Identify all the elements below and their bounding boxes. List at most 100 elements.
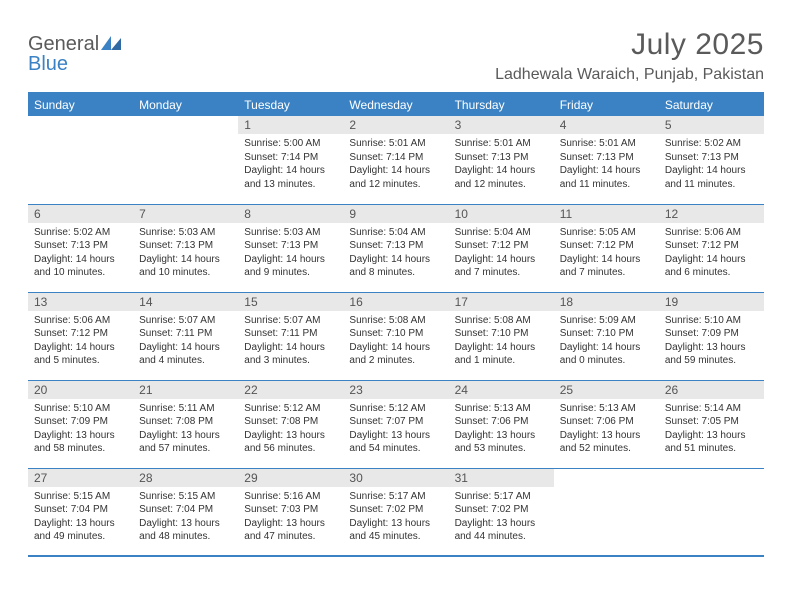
sunrise-value: 5:16 AM xyxy=(284,491,321,502)
calendar-day-cell: 8Sunrise: 5:03 AMSunset: 7:13 PMDaylight… xyxy=(238,204,343,292)
header: General Blue July 2025 Ladhewala Waraich… xyxy=(28,28,764,84)
sunset-label: Sunset: xyxy=(665,416,702,427)
day-number: 4 xyxy=(554,116,659,134)
sunrise-line: Sunrise: 5:16 AM xyxy=(244,490,337,504)
sunrise-value: 5:10 AM xyxy=(704,315,741,326)
daylight-line: Daylight: 14 hours and 11 minutes. xyxy=(560,164,653,191)
sunrise-line: Sunrise: 5:08 AM xyxy=(349,314,442,328)
daylight-label: Daylight: xyxy=(455,165,497,176)
calendar-day-cell: 23Sunrise: 5:12 AMSunset: 7:07 PMDayligh… xyxy=(343,380,448,468)
sunset-value: 7:03 PM xyxy=(281,504,318,515)
calendar-day-cell: 24Sunrise: 5:13 AMSunset: 7:06 PMDayligh… xyxy=(449,380,554,468)
day-number: 2 xyxy=(343,116,448,134)
day-details: Sunrise: 5:07 AMSunset: 7:11 PMDaylight:… xyxy=(133,311,238,372)
sunset-label: Sunset: xyxy=(455,240,492,251)
calendar-day-cell: 6Sunrise: 5:02 AMSunset: 7:13 PMDaylight… xyxy=(28,204,133,292)
month-title: July 2025 xyxy=(495,28,764,62)
sunset-line: Sunset: 7:08 PM xyxy=(244,415,337,429)
sunset-line: Sunset: 7:04 PM xyxy=(34,503,127,517)
sunrise-line: Sunrise: 5:04 AM xyxy=(349,226,442,240)
daylight-line: Daylight: 14 hours and 9 minutes. xyxy=(244,253,337,280)
day-details: Sunrise: 5:17 AMSunset: 7:02 PMDaylight:… xyxy=(449,487,554,548)
day-number: 29 xyxy=(238,469,343,487)
sunset-line: Sunset: 7:13 PM xyxy=(34,239,127,253)
day-number: 18 xyxy=(554,293,659,311)
sunset-value: 7:13 PM xyxy=(702,152,739,163)
sunrise-line: Sunrise: 5:13 AM xyxy=(455,402,548,416)
daylight-label: Daylight: xyxy=(665,430,707,441)
day-number: 23 xyxy=(343,381,448,399)
daylight-line: Daylight: 14 hours and 6 minutes. xyxy=(665,253,758,280)
sunset-line: Sunset: 7:12 PM xyxy=(455,239,548,253)
day-details: Sunrise: 5:02 AMSunset: 7:13 PMDaylight:… xyxy=(659,134,764,195)
sunrise-line: Sunrise: 5:02 AM xyxy=(665,137,758,151)
day-number: 6 xyxy=(28,205,133,223)
daylight-label: Daylight: xyxy=(349,518,391,529)
daylight-line: Daylight: 14 hours and 12 minutes. xyxy=(349,164,442,191)
sunrise-line: Sunrise: 5:06 AM xyxy=(665,226,758,240)
sunset-line: Sunset: 7:13 PM xyxy=(244,239,337,253)
daylight-label: Daylight: xyxy=(665,254,707,265)
sunset-line: Sunset: 7:09 PM xyxy=(34,415,127,429)
sunrise-label: Sunrise: xyxy=(244,491,283,502)
daylight-label: Daylight: xyxy=(455,518,497,529)
daylight-label: Daylight: xyxy=(560,342,602,353)
day-details: Sunrise: 5:08 AMSunset: 7:10 PMDaylight:… xyxy=(343,311,448,372)
sunset-value: 7:13 PM xyxy=(281,240,318,251)
calendar-day-cell: 4Sunrise: 5:01 AMSunset: 7:13 PMDaylight… xyxy=(554,116,659,204)
calendar-day-cell: 7Sunrise: 5:03 AMSunset: 7:13 PMDaylight… xyxy=(133,204,238,292)
daylight-label: Daylight: xyxy=(244,254,286,265)
sunset-label: Sunset: xyxy=(139,240,176,251)
sunrise-label: Sunrise: xyxy=(34,491,73,502)
daylight-line: Daylight: 13 hours and 59 minutes. xyxy=(665,341,758,368)
day-details: Sunrise: 5:12 AMSunset: 7:07 PMDaylight:… xyxy=(343,399,448,460)
sunrise-value: 5:03 AM xyxy=(179,227,216,238)
sunset-label: Sunset: xyxy=(349,328,386,339)
title-block: July 2025 Ladhewala Waraich, Punjab, Pak… xyxy=(495,28,764,84)
sunset-value: 7:10 PM xyxy=(596,328,633,339)
sunset-line: Sunset: 7:11 PM xyxy=(244,327,337,341)
sunrise-label: Sunrise: xyxy=(560,138,599,149)
daylight-line: Daylight: 13 hours and 52 minutes. xyxy=(560,429,653,456)
calendar-day-cell: 11Sunrise: 5:05 AMSunset: 7:12 PMDayligh… xyxy=(554,204,659,292)
sunset-line: Sunset: 7:14 PM xyxy=(244,151,337,165)
sunrise-line: Sunrise: 5:00 AM xyxy=(244,137,337,151)
day-details: Sunrise: 5:15 AMSunset: 7:04 PMDaylight:… xyxy=(28,487,133,548)
brand-word2: Blue xyxy=(28,53,68,75)
sunset-label: Sunset: xyxy=(34,504,71,515)
day-number: 11 xyxy=(554,205,659,223)
calendar-day-cell xyxy=(133,116,238,204)
sunset-value: 7:08 PM xyxy=(281,416,318,427)
daylight-line: Daylight: 13 hours and 45 minutes. xyxy=(349,517,442,544)
sunrise-label: Sunrise: xyxy=(139,403,178,414)
sunset-line: Sunset: 7:06 PM xyxy=(560,415,653,429)
calendar-day-cell: 3Sunrise: 5:01 AMSunset: 7:13 PMDaylight… xyxy=(449,116,554,204)
day-details: Sunrise: 5:00 AMSunset: 7:14 PMDaylight:… xyxy=(238,134,343,195)
daylight-label: Daylight: xyxy=(34,342,76,353)
sunrise-label: Sunrise: xyxy=(244,315,283,326)
daylight-label: Daylight: xyxy=(139,342,181,353)
calendar-day-cell: 18Sunrise: 5:09 AMSunset: 7:10 PMDayligh… xyxy=(554,292,659,380)
sunrise-value: 5:08 AM xyxy=(389,315,426,326)
sunrise-line: Sunrise: 5:15 AM xyxy=(34,490,127,504)
daylight-label: Daylight: xyxy=(34,518,76,529)
sunrise-label: Sunrise: xyxy=(139,491,178,502)
daylight-line: Daylight: 14 hours and 8 minutes. xyxy=(349,253,442,280)
daylight-label: Daylight: xyxy=(560,430,602,441)
sunset-value: 7:14 PM xyxy=(281,152,318,163)
sunset-label: Sunset: xyxy=(665,328,702,339)
sunrise-line: Sunrise: 5:05 AM xyxy=(560,226,653,240)
sunset-line: Sunset: 7:13 PM xyxy=(349,239,442,253)
daylight-line: Daylight: 14 hours and 2 minutes. xyxy=(349,341,442,368)
sunset-value: 7:10 PM xyxy=(491,328,528,339)
sunrise-label: Sunrise: xyxy=(665,315,704,326)
sunset-line: Sunset: 7:05 PM xyxy=(665,415,758,429)
daylight-label: Daylight: xyxy=(455,342,497,353)
calendar-day-cell xyxy=(28,116,133,204)
sunrise-label: Sunrise: xyxy=(244,403,283,414)
sunrise-label: Sunrise: xyxy=(139,227,178,238)
sunrise-line: Sunrise: 5:04 AM xyxy=(455,226,548,240)
sunrise-label: Sunrise: xyxy=(665,138,704,149)
sunrise-line: Sunrise: 5:01 AM xyxy=(455,137,548,151)
weekday-header: Saturday xyxy=(659,93,764,116)
